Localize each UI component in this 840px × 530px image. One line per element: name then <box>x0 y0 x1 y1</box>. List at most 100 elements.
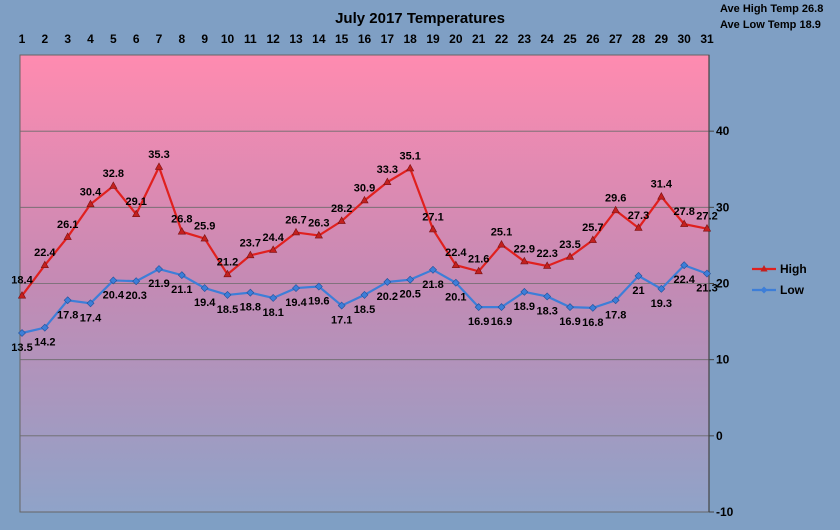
data-point-low <box>703 269 711 278</box>
data-point-low <box>657 284 666 293</box>
data-point-low <box>223 291 232 299</box>
legend: High Low <box>752 262 807 297</box>
x-tick-label: 4 <box>87 32 94 46</box>
data-point-low <box>520 287 529 296</box>
x-tick-label: 25 <box>563 32 577 46</box>
data-label-low: 21.9 <box>148 278 169 290</box>
data-label-low: 18.1 <box>262 307 283 319</box>
data-label-low: 16.9 <box>559 316 580 328</box>
data-point-high <box>565 252 575 260</box>
data-point-high <box>428 224 438 233</box>
data-label-low: 18.8 <box>240 302 261 314</box>
data-point-high <box>291 227 301 236</box>
x-tick-label: 22 <box>495 32 509 46</box>
data-point-low <box>543 292 552 301</box>
data-label-low: 18.5 <box>354 304 375 316</box>
data-label-low: 21 <box>632 285 644 297</box>
data-point-low <box>611 296 620 305</box>
data-point-low <box>588 303 597 312</box>
data-point-high <box>246 250 255 259</box>
data-point-high <box>588 235 597 243</box>
data-label-high: 29.6 <box>605 192 626 204</box>
data-point-low <box>246 288 255 297</box>
data-label-high: 35.3 <box>148 149 169 161</box>
x-tick-label: 11 <box>244 32 257 46</box>
data-point-high <box>520 256 529 265</box>
data-point-low <box>383 278 392 286</box>
x-tick-label: 15 <box>335 32 349 46</box>
x-tick-label: 8 <box>178 32 185 46</box>
y-tick-label: 20 <box>716 277 730 291</box>
x-tick-label: 2 <box>41 32 48 46</box>
data-point-high <box>383 177 392 185</box>
x-tick-label: 27 <box>609 32 623 46</box>
data-point-low <box>474 303 483 312</box>
data-point-high <box>177 227 186 235</box>
data-label-low: 20.5 <box>399 289 420 301</box>
data-label-low: 21.3 <box>696 283 717 295</box>
data-point-low <box>406 275 415 284</box>
data-point-low <box>63 296 72 305</box>
y-tick-label: 40 <box>716 124 730 138</box>
data-label-low: 13.5 <box>11 342 32 354</box>
y-tick-label: 0 <box>716 429 723 443</box>
data-label-high: 23.5 <box>559 239 580 251</box>
data-labels: 18.4 22.4 26.1 30.432.8 29.1 35.3 26.825.9 21.2… <box>11 149 717 354</box>
data-label-high: 22.9 <box>514 243 535 255</box>
data-point-high <box>86 199 95 208</box>
x-tick-label: 26 <box>586 32 600 46</box>
data-label-high: 27.8 <box>673 206 694 218</box>
x-tick-label: 6 <box>133 32 140 46</box>
data-label-low: 18.3 <box>536 305 557 317</box>
data-point-high <box>200 233 209 242</box>
data-label-low: 19.6 <box>308 296 329 308</box>
legend-label-high: High <box>780 262 807 276</box>
data-point-low <box>337 301 346 310</box>
data-label-high: 27.1 <box>422 211 443 223</box>
legend-marker-high <box>760 265 768 272</box>
x-tick-label: 20 <box>449 32 463 46</box>
data-label-low: 18.5 <box>217 304 238 316</box>
data-point-high <box>657 192 666 200</box>
data-label-high: 24.4 <box>262 232 284 244</box>
data-point-high <box>680 219 689 227</box>
data-label-low: 17.8 <box>605 309 626 321</box>
data-label-low: 19.4 <box>194 297 216 309</box>
data-point-high <box>337 216 346 224</box>
data-label-low: 16.9 <box>491 316 512 328</box>
x-tick-label: 10 <box>221 32 235 46</box>
data-point-high <box>360 195 369 204</box>
data-label-high: 25.7 <box>582 222 603 234</box>
data-label-low: 21.8 <box>422 279 443 291</box>
data-point-high <box>154 162 164 170</box>
y-tick-label: -10 <box>716 505 734 519</box>
x-tick-label: 1 <box>19 32 26 46</box>
data-label-high: 26.3 <box>308 218 329 230</box>
x-tick-label: 29 <box>655 32 669 46</box>
data-point-low <box>292 284 300 292</box>
data-point-low <box>155 265 163 273</box>
data-point-high <box>451 260 460 269</box>
data-point-low <box>451 278 460 287</box>
legend-label-low: Low <box>780 283 805 297</box>
data-label-low: 21.1 <box>171 284 192 296</box>
data-point-high <box>702 224 712 232</box>
data-point-high <box>17 291 27 299</box>
data-label-high: 28.2 <box>331 203 352 215</box>
data-label-high: 30.9 <box>354 182 375 194</box>
data-label-low: 20.2 <box>377 291 398 303</box>
data-label-high: 26.8 <box>171 214 192 226</box>
x-tick-label: 13 <box>289 32 303 46</box>
data-label-low: 17.1 <box>331 315 352 327</box>
x-tick-label: 24 <box>540 32 554 46</box>
data-point-low <box>566 303 574 312</box>
data-point-low <box>86 299 95 308</box>
x-tick-label: 12 <box>266 32 280 46</box>
x-tick-label: 23 <box>518 32 532 46</box>
data-point-low <box>360 291 369 299</box>
x-tick-label: 31 <box>700 32 714 46</box>
data-label-high: 27.3 <box>628 210 649 222</box>
ave-low-stat: Ave Low Temp 18.9 <box>720 19 821 31</box>
data-point-low <box>497 303 506 312</box>
y-tick-label: 30 <box>716 200 730 214</box>
